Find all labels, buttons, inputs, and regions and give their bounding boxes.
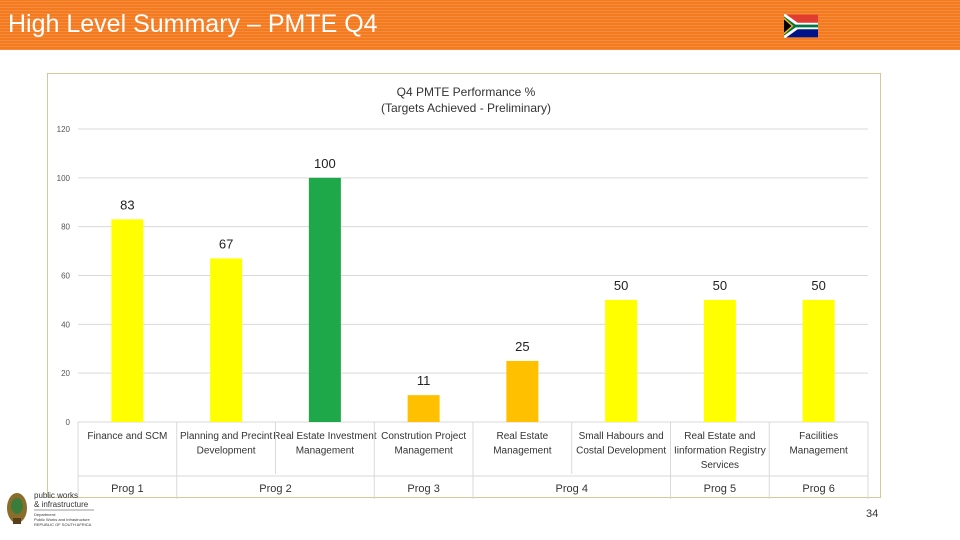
x-category-label: Real Estate and Iinformation Registry Serv…	[674, 431, 766, 471]
public-works-logo: public works & infrastructure Department…	[7, 491, 94, 527]
bar	[605, 299, 638, 422]
title-bar: High Level Summary – PMTE Q4	[0, 0, 960, 50]
south-africa-flag-icon	[784, 14, 818, 38]
bar	[407, 395, 440, 422]
bar	[802, 299, 835, 422]
y-tick-label: 20	[61, 369, 70, 378]
page-number: 34	[866, 508, 879, 520]
bar	[111, 219, 144, 422]
group-label: Prog 3	[407, 483, 439, 495]
group-label: Prog 5	[704, 483, 736, 495]
data-label: 67	[219, 236, 233, 251]
bar	[506, 360, 539, 422]
chart-frame: Q4 PMTE Performance % (Targets Achieved …	[47, 73, 881, 499]
bar	[210, 258, 243, 422]
logo-line-2: & infrastructure	[34, 500, 89, 509]
x-category-label: Real Estate Investment Management	[273, 431, 377, 457]
group-label: Prog 6	[802, 483, 834, 495]
chart-subtitle: (Targets Achieved - Preliminary)	[381, 101, 551, 115]
data-label: 50	[713, 278, 727, 293]
y-tick-label: 40	[61, 320, 70, 329]
group-label: Prog 4	[556, 483, 588, 495]
logo-line-1: public works	[34, 491, 78, 500]
group-label: Prog 1	[111, 483, 143, 495]
bar	[703, 299, 736, 422]
y-tick-label: 60	[61, 272, 70, 281]
data-label: 11	[417, 373, 431, 388]
data-label: 50	[811, 278, 825, 293]
y-tick-label: 0	[66, 418, 71, 427]
x-category-label: Constrution Project Management	[381, 431, 466, 457]
logo-line-5: REPUBLIC OF SOUTH AFRICA	[34, 522, 92, 527]
chart-title: Q4 PMTE Performance %	[397, 85, 536, 99]
group-label: Prog 2	[259, 483, 291, 495]
coat-of-arms-icon	[7, 493, 27, 524]
x-category-label: Finance and SCM	[87, 431, 167, 442]
y-tick-label: 80	[61, 223, 70, 232]
y-tick-label: 120	[57, 125, 71, 134]
data-label: 50	[614, 278, 628, 293]
logo-line-3: Department:	[34, 512, 56, 517]
y-tick-label: 100	[57, 174, 71, 183]
bar	[308, 177, 341, 422]
data-label: 83	[120, 197, 134, 212]
x-category-label: Real Estate Management	[493, 431, 552, 457]
page-title: High Level Summary – PMTE Q4	[8, 10, 378, 38]
bar-chart: Q4 PMTE Performance % (Targets Achieved …	[57, 85, 869, 499]
logo-line-4: Public Works and Infrastructure	[34, 517, 91, 522]
x-category-label: Planning and Precint Development	[180, 431, 273, 457]
data-label: 100	[314, 156, 336, 171]
x-category-label: Small Habours and Costal Development	[576, 431, 666, 457]
x-category-label: Facilities Management	[789, 431, 848, 457]
data-label: 25	[515, 339, 529, 354]
